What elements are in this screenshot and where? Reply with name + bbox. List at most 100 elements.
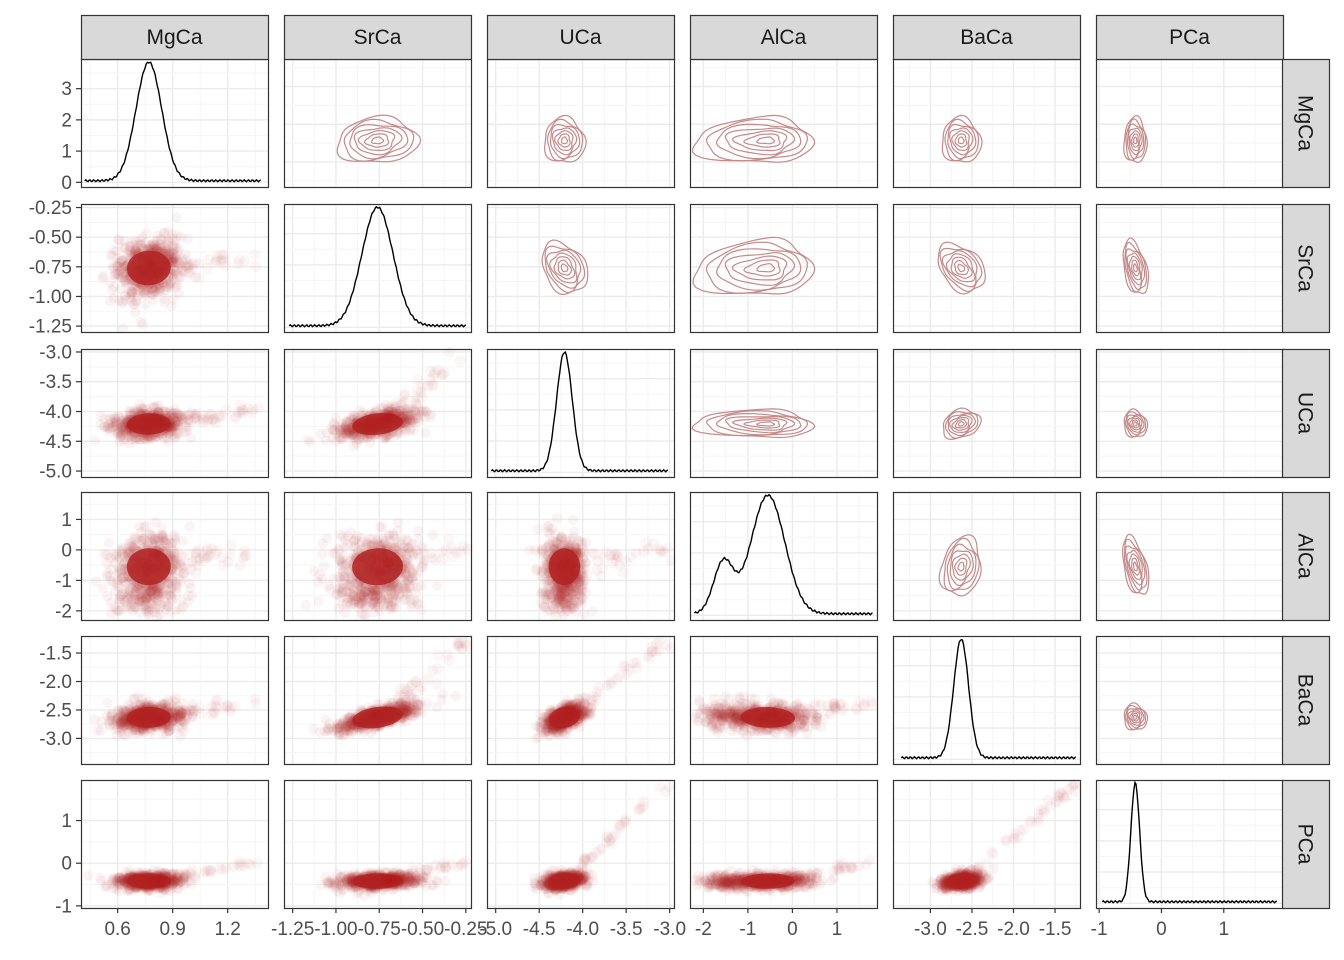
scatter-point: [172, 230, 183, 241]
scatter-point: [115, 272, 127, 283]
scatter-point: [161, 243, 173, 255]
scatter-point: [202, 414, 213, 426]
scatter-point: [173, 287, 185, 299]
scatter-point: [113, 235, 125, 246]
scatter-point: [107, 251, 118, 262]
scatter-point: [164, 281, 175, 292]
scatter-point: [140, 237, 151, 249]
scatter-point: [176, 266, 188, 277]
scatter-point: [141, 287, 152, 298]
scatter-point: [188, 412, 200, 424]
scatter-point: [168, 253, 179, 264]
scatter-point: [113, 257, 125, 269]
density-curve-PCa: [1101, 780, 1278, 904]
scatter-point: [160, 284, 172, 296]
scatter-point: [170, 257, 181, 268]
scatter-point: [408, 563, 419, 575]
scatter-point: [129, 299, 141, 310]
scatter-point: [145, 288, 156, 299]
scatter-point: [575, 579, 586, 591]
scatter-point: [125, 289, 137, 300]
scatter-point: [193, 272, 205, 284]
scatter-point: [147, 289, 158, 301]
scatter-point: [161, 281, 172, 293]
scatter-point: [174, 272, 185, 283]
scatter-point: [225, 539, 237, 551]
scatter-point: [128, 299, 139, 310]
scatter-point: [135, 526, 147, 538]
scatter-point: [553, 593, 564, 604]
scatter-point: [184, 521, 195, 532]
scatter-point: [356, 609, 367, 620]
scatter-point: [158, 530, 169, 542]
scatter-point: [167, 248, 178, 259]
scatter-point: [117, 572, 128, 584]
scatter-point: [246, 407, 258, 419]
scatter-point: [97, 272, 108, 283]
scatter-point: [367, 589, 378, 600]
scatter-point: [119, 236, 130, 247]
scatter-point: [567, 514, 579, 525]
scatter-point: [427, 379, 439, 391]
scatter-point: [154, 282, 166, 294]
scatter-point: [104, 296, 116, 307]
scatter-point: [149, 241, 160, 252]
scatter-point: [119, 276, 131, 287]
scatter-point: [146, 240, 157, 251]
scatter-point: [129, 244, 140, 255]
scatter-point: [118, 242, 129, 253]
scatter-point: [187, 263, 199, 275]
scatter-point: [376, 595, 388, 607]
scatter-point: [172, 246, 183, 257]
scatter-point: [137, 318, 149, 330]
scatter-point: [120, 295, 131, 306]
scatter-point: [169, 249, 180, 261]
scatter-point: [447, 551, 459, 563]
scatter-point: [221, 404, 232, 416]
scatter-point: [165, 268, 177, 280]
scatter-point: [374, 521, 386, 533]
scatter-point: [139, 286, 150, 297]
scatter-point: [128, 282, 139, 293]
scatter-point: [170, 604, 181, 616]
scatter-point: [117, 547, 128, 558]
scatter-point: [170, 576, 181, 588]
scatter-point: [129, 239, 140, 251]
scatter-point: [131, 285, 142, 296]
scatter-point: [164, 278, 176, 289]
scatter-point: [317, 549, 328, 560]
scatter-point: [155, 243, 166, 254]
scatter-point: [190, 272, 201, 283]
scatter-point: [116, 255, 128, 267]
scatter-point: [145, 239, 156, 251]
scatter-point: [119, 242, 131, 253]
scatter-point: [545, 605, 556, 616]
scatter-point: [340, 607, 351, 619]
scatter-point: [341, 558, 352, 570]
scatter-panel-SrCa-vs-MgCa: [97, 212, 262, 334]
scatter-point: [168, 243, 179, 255]
scatter-point: [175, 232, 187, 243]
scatter-point: [138, 288, 150, 299]
scatter-point: [393, 517, 404, 528]
scatter-point: [132, 239, 143, 250]
scatter-point: [146, 283, 157, 294]
scatter-point: [375, 568, 387, 580]
scatter-point: [122, 288, 134, 299]
scatter-point: [141, 228, 152, 239]
scatter-point: [126, 246, 137, 258]
scatter-point: [413, 525, 424, 537]
scatter-point: [317, 538, 328, 549]
scatter-point: [101, 549, 113, 561]
scatter-point: [551, 512, 562, 524]
scatter-point: [182, 258, 193, 269]
scatter-point: [166, 595, 177, 606]
scatter-point: [313, 596, 324, 607]
scatter-point: [339, 574, 351, 585]
scatter-panel-AlCa-vs-UCa: [524, 512, 677, 622]
scatter-point: [155, 584, 166, 595]
scatter-point: [105, 249, 116, 260]
scatter-point: [171, 249, 183, 261]
scatter-point: [169, 251, 181, 263]
scatter-point: [147, 238, 158, 250]
